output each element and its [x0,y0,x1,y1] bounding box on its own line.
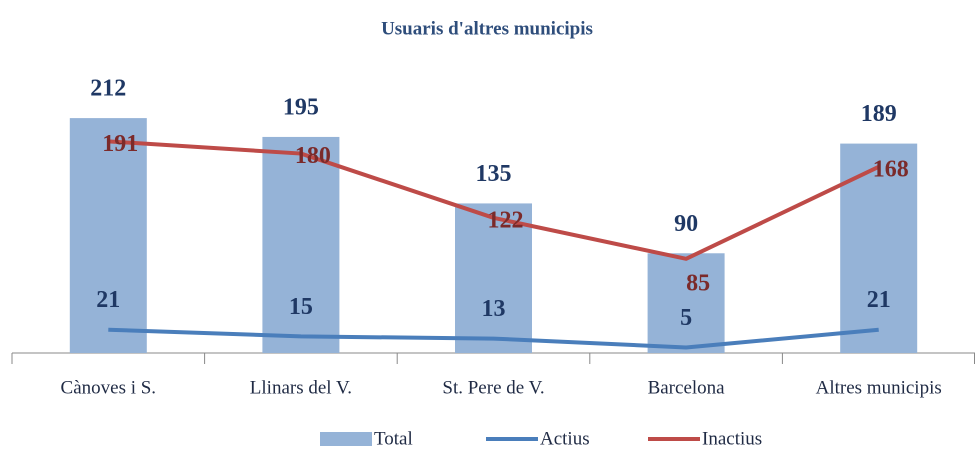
data-label: 15 [289,294,313,320]
line [108,327,879,350]
x-tick-label: St. Pere de V. [442,377,544,398]
data-label: 21 [96,287,120,313]
data-label: 135 [476,161,512,187]
chart-title: Usuaris d'altres municipis [381,18,593,39]
data-label: 122 [488,207,524,233]
data-label: 5 [680,305,692,331]
x-tick-label: Altres municipis [816,377,942,398]
data-label: 180 [295,143,331,169]
legend-swatch [320,432,372,446]
data-label: 191 [102,131,138,157]
data-label: 21 [867,287,891,313]
legend-label: Inactius [702,428,762,449]
line [108,139,880,261]
legend-label: Actius [540,428,590,449]
data-label: 212 [90,76,126,102]
data-label: 13 [482,296,506,322]
bar [262,136,340,353]
data-label: 195 [283,94,319,120]
bar [647,253,725,353]
bar [69,118,147,353]
x-tick-label: Cànoves i S. [61,377,157,398]
legend-label: Total [374,428,413,449]
data-label: 90 [674,211,698,237]
data-label: 85 [686,270,710,296]
x-tick-label: Llinars del V. [250,377,352,398]
data-label: 189 [861,101,897,127]
data-label: 168 [873,156,909,182]
bar [455,203,532,353]
x-tick-label: Barcelona [648,377,726,398]
